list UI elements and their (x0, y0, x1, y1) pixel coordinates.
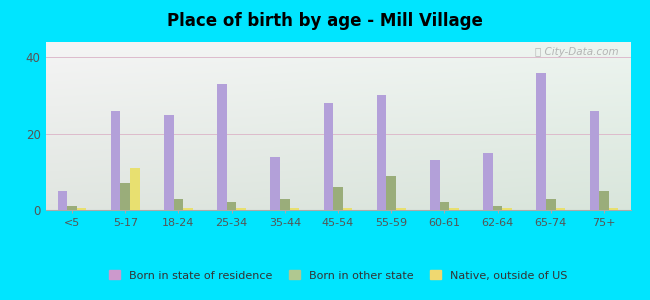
Bar (227, 202, 237, 210)
Bar (333, 187, 343, 210)
Bar (556, 208, 565, 210)
Bar (449, 208, 459, 210)
Bar (608, 208, 618, 210)
Text: Place of birth by age - Mill Village: Place of birth by age - Mill Village (167, 12, 483, 30)
Bar (58, 191, 68, 210)
Bar (164, 115, 174, 210)
Bar (502, 208, 512, 210)
Bar (280, 199, 290, 210)
Bar (237, 208, 246, 210)
Bar (174, 199, 183, 210)
Bar (396, 208, 406, 210)
Bar (536, 73, 546, 210)
Bar (68, 206, 77, 210)
Bar (430, 160, 439, 210)
Bar (483, 153, 493, 210)
Bar (130, 168, 140, 210)
Bar (217, 84, 227, 210)
Bar (290, 208, 299, 210)
Text: ⓘ City-Data.com: ⓘ City-Data.com (535, 47, 619, 57)
Bar (343, 208, 352, 210)
Bar (599, 191, 608, 210)
Bar (324, 103, 333, 210)
Legend: Born in state of residence, Born in other state, Native, outside of US: Born in state of residence, Born in othe… (104, 266, 572, 285)
Bar (270, 157, 280, 210)
Bar (377, 95, 386, 210)
Bar (546, 199, 556, 210)
Bar (111, 111, 120, 210)
Bar (493, 206, 502, 210)
Bar (439, 202, 449, 210)
Bar (590, 111, 599, 210)
Bar (183, 208, 193, 210)
Bar (77, 208, 86, 210)
Bar (386, 176, 396, 210)
Bar (120, 183, 130, 210)
